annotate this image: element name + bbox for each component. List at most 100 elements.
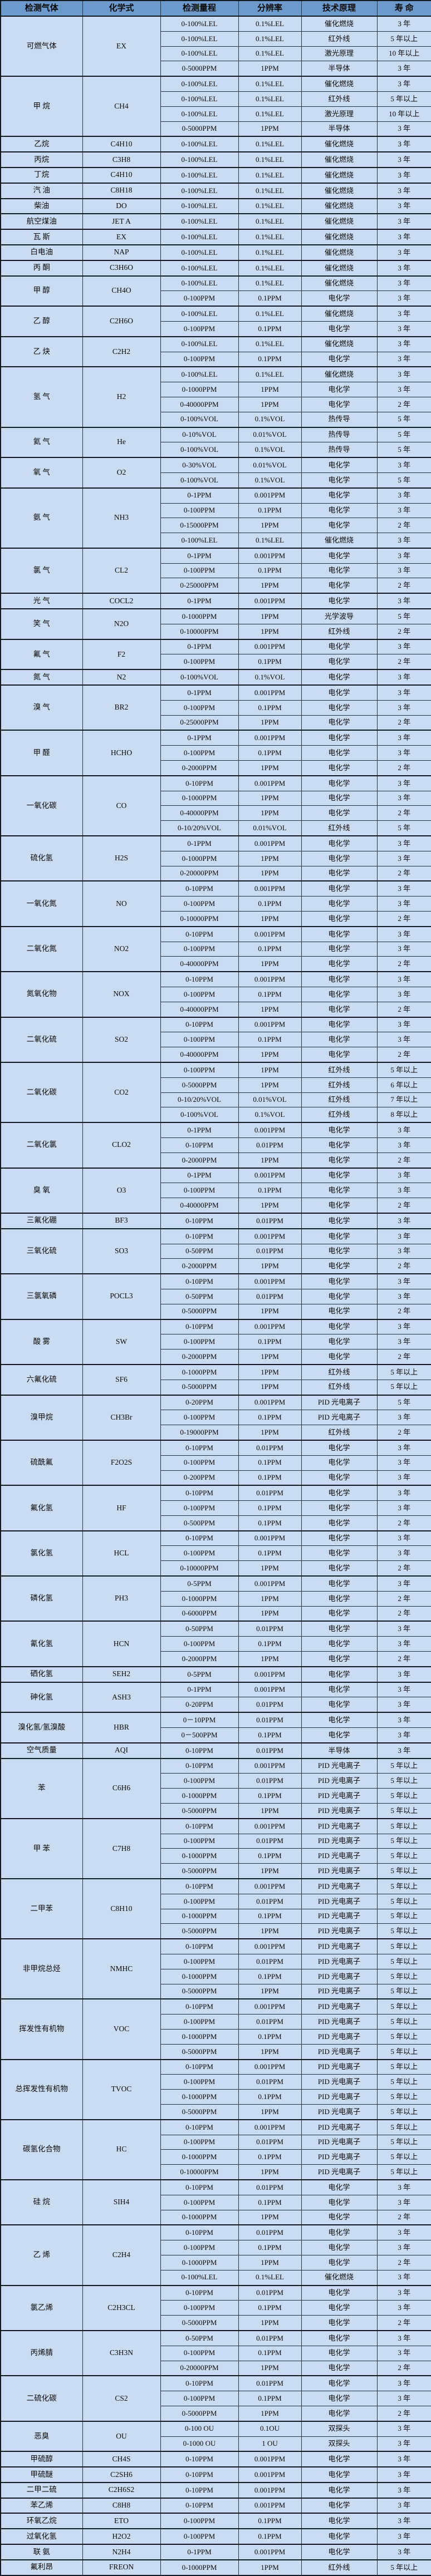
lifespan-cell: 3 年 bbox=[376, 2300, 431, 2316]
principle-cell: 电化学 bbox=[301, 1439, 378, 1456]
resolution-cell: 0.01PPM bbox=[238, 1773, 302, 1789]
lifespan-cell: 5 年 bbox=[376, 608, 431, 624]
range-cell: 0-100PPM bbox=[160, 2134, 239, 2150]
resolution-cell: 0.01PPM bbox=[238, 2134, 302, 2150]
principle-cell: 红外线 bbox=[301, 2559, 378, 2576]
lifespan-cell: 5 年以上 bbox=[376, 1954, 431, 1969]
resolution-cell: 1PPM bbox=[238, 760, 302, 776]
resolution-cell: 0.1PPM bbox=[238, 2528, 302, 2545]
lifespan-cell: 2 年 bbox=[376, 2209, 431, 2225]
resolution-cell: 0.1PPM bbox=[238, 1788, 302, 1804]
resolution-cell: 1PPM bbox=[238, 608, 302, 624]
range-cell: 0-100%LEL bbox=[160, 136, 239, 152]
formula-cell: PH3 bbox=[82, 1575, 161, 1622]
gas-name-cell: 恶臭 bbox=[0, 2420, 83, 2452]
range-cell: 0-10PPM bbox=[160, 2375, 239, 2392]
gas-name-cell: 一氧化氮 bbox=[0, 880, 83, 927]
gas-name-cell: 丙 酮 bbox=[0, 259, 83, 277]
table-row: 甲 醇 CH4O 0-100%LEL 0.1%LEL 催化燃烧 3 年 bbox=[0, 275, 431, 307]
table-row: 0-100PPM 0.1PPM 电化学 3 年 bbox=[1, 896, 431, 912]
principle-cell: 电化学 bbox=[301, 1228, 378, 1244]
resolution-cell: 0.001PPM bbox=[238, 1167, 302, 1184]
lifespan-cell: 3 年 bbox=[376, 136, 431, 152]
principle-cell: 电化学 bbox=[301, 1605, 378, 1622]
lifespan-cell: 3 年 bbox=[376, 1410, 431, 1426]
resolution-cell: 0.1PPM bbox=[238, 503, 302, 519]
gas-name-cell: 瓦 斯 bbox=[0, 229, 83, 245]
table-row: 氟利昂 FREON 0-1000PPM 1PPM 红外线 5 年以上 bbox=[0, 2559, 431, 2576]
resolution-cell: 0.001PPM bbox=[238, 880, 302, 897]
table-row: 0-20000PPM 1PPM 电化学 2 年 bbox=[1, 2360, 431, 2376]
range-cell: 0-200PPM bbox=[160, 1470, 239, 1486]
resolution-cell: 0.1PPM bbox=[238, 2089, 302, 2105]
lifespan-cell: 5 年 bbox=[376, 1394, 431, 1411]
lifespan-cell: 2 年 bbox=[376, 1425, 431, 1441]
formula-cell: ETO bbox=[82, 2513, 161, 2529]
table-row: 0-1000PPM 0.1PPM PID 光电离子 5 年以上 bbox=[1, 1908, 431, 1924]
formula-cell: CH4S bbox=[82, 2451, 161, 2467]
principle-cell: PID 光电离子 bbox=[301, 2074, 378, 2090]
principle-cell: 电化学 bbox=[301, 745, 378, 761]
gas-name-cell: 溴化氢/氢溴酸 bbox=[0, 1712, 83, 1743]
principle-cell: PID 光电离子 bbox=[301, 2134, 378, 2150]
table-row: 光 气 COCL2 0-1PPM 0.001PPM 电化学 3 年 bbox=[0, 593, 431, 609]
principle-cell: 电化学 bbox=[301, 2360, 378, 2376]
table-row: 联 氨 N2H4 0-1PPM 0.001PPM 电化学 3 年 bbox=[0, 2544, 431, 2560]
principle-cell: 电化学 bbox=[301, 956, 378, 972]
principle-cell: 电化学 bbox=[301, 2544, 378, 2560]
table-row: 0-100PPM 0.1PPM PID 光电离子 3 年 bbox=[1, 1410, 431, 1426]
lifespan-cell: 2 年 bbox=[376, 1152, 431, 1169]
lifespan-cell: 3 年 bbox=[376, 2513, 431, 2529]
range-cell: 0-100PPM bbox=[160, 745, 239, 761]
table-row: 可燃气体 EX 0-100%LEL 0.1%LEL 催化燃烧 3 年 bbox=[0, 15, 431, 77]
lifespan-cell: 3 年 bbox=[376, 290, 431, 307]
lifespan-cell: 3 年 bbox=[376, 563, 431, 579]
resolution-cell: 1PPM bbox=[238, 2043, 302, 2060]
lifespan-cell: 2 年 bbox=[376, 1515, 431, 1531]
resolution-cell: 1PPM bbox=[238, 1152, 302, 1169]
principle-cell: 红外线 bbox=[301, 820, 378, 836]
principle-cell: 电化学 bbox=[301, 351, 378, 367]
range-cell: 0-100PPM bbox=[160, 1500, 239, 1516]
lifespan-cell: 3 年 bbox=[376, 198, 431, 214]
table-row: 0-5000PPM 1PPM PID 光电离子 5 年以上 bbox=[1, 2043, 431, 2060]
header-gas: 检测气体 bbox=[0, 0, 83, 17]
lifespan-cell: 5 年以上 bbox=[376, 1773, 431, 1789]
gas-name-cell: 二甲二硫 bbox=[0, 2481, 83, 2499]
header-resolution: 分辨率 bbox=[238, 0, 302, 17]
lifespan-cell: 3 年 bbox=[376, 941, 431, 957]
table-row: 三氯氧磷 POCL3 0-10PPM 0.001PPM 电化学 3 年 bbox=[0, 1273, 431, 1320]
lifespan-cell: 3 年 bbox=[376, 745, 431, 761]
table-row: 酸 雾 SW 0-10PPM 0.001PPM 电化学 3 年 bbox=[0, 1318, 431, 1365]
range-cell: 0-10PPM bbox=[160, 2451, 239, 2467]
principle-cell: 电化学 bbox=[301, 563, 378, 579]
resolution-cell: 0.01PPM bbox=[238, 2329, 302, 2346]
resolution-cell: 0.1PPM bbox=[238, 321, 302, 337]
lifespan-cell: 5 年以上 bbox=[376, 1818, 431, 1834]
table-row: 0-2000PPM 1PPM 电化学 2 年 bbox=[1, 1651, 431, 1667]
resolution-cell: 0.01PPM bbox=[238, 1212, 302, 1229]
range-cell: 0-100%LEL bbox=[160, 198, 239, 214]
principle-cell: PID 光电离子 bbox=[301, 1410, 378, 1426]
lifespan-cell: 3 年 bbox=[376, 896, 431, 912]
range-cell: 0-100PPM bbox=[160, 290, 239, 307]
resolution-cell: 0.1PPM bbox=[238, 1183, 302, 1199]
table-row: 溴甲烷 CH3Br 0-20PPM 0.001PPM PID 光电离子 5 年 bbox=[0, 1394, 431, 1441]
lifespan-cell: 3 年 bbox=[376, 684, 431, 701]
resolution-cell: 0.001PPM bbox=[238, 2058, 302, 2075]
lifespan-cell: 3 年 bbox=[376, 2179, 431, 2195]
resolution-cell: 1PPM bbox=[238, 1651, 302, 1667]
table-row: 0-5000PPM 1PPM PID 光电离子 5 年以上 bbox=[1, 1863, 431, 1879]
lifespan-cell: 5 年以上 bbox=[376, 2058, 431, 2075]
principle-cell: 热传导 bbox=[301, 411, 378, 428]
range-cell: 0-25000PPM bbox=[160, 578, 239, 594]
principle-cell: 红外线 bbox=[301, 1379, 378, 1396]
resolution-cell: 0.001PPM bbox=[238, 1273, 302, 1289]
range-cell: 0-1PPM bbox=[160, 593, 239, 609]
header-formula: 化学式 bbox=[82, 0, 161, 17]
lifespan-cell: 3 年 bbox=[376, 2375, 431, 2392]
table-row: 0-100PPM 0.01PPM PID 光电离子 5 年以上 bbox=[1, 1893, 431, 1909]
range-cell: 0-5000PPM bbox=[160, 2405, 239, 2422]
table-row: 0-1000PPM 0.1PPM PID 光电离子 5 年以上 bbox=[1, 2149, 431, 2165]
lifespan-cell: 3 年 bbox=[376, 1032, 431, 1048]
